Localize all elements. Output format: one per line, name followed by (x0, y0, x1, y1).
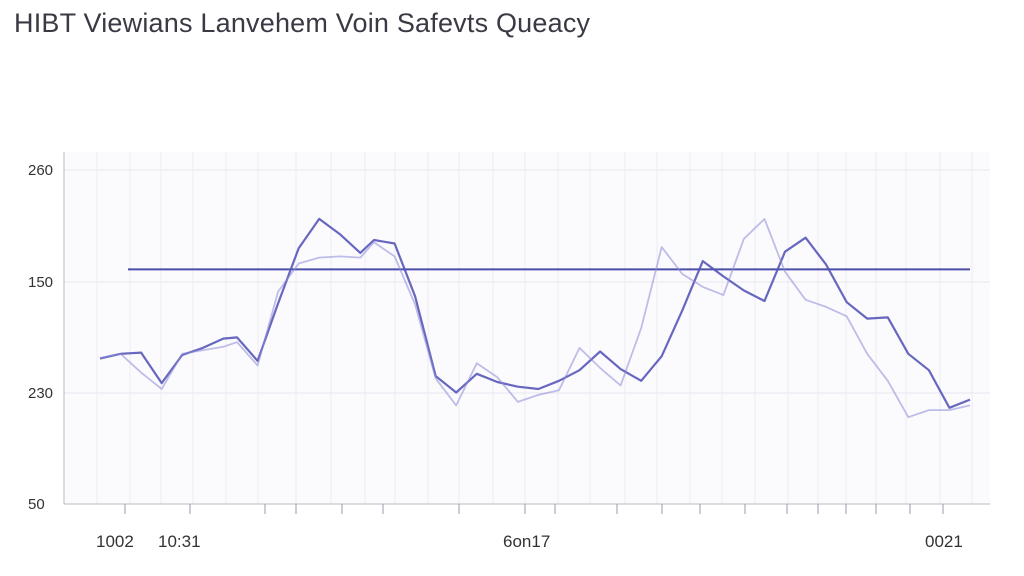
chart-title: HIBT Viewians Lanvehem Voin Safevts Quea… (14, 8, 591, 38)
y-tick-label: 150 (28, 274, 53, 291)
y-tick-label: 260 (28, 162, 53, 179)
x-tick-label: 1002 (96, 532, 134, 551)
y-axis-ticks: 260 150 230 50 (28, 162, 53, 513)
grid (64, 152, 990, 505)
x-tick-label: 6on17 (503, 532, 550, 551)
series-line-primary (99, 217, 971, 409)
x-tick-label: 10:31 (158, 532, 201, 551)
series-group (99, 217, 971, 419)
x-axis-ticks: 1002 10:31 6on17 0021 (96, 532, 963, 551)
x-tick-label: 0021 (925, 532, 963, 551)
axes (63, 152, 990, 514)
y-tick-label: 230 (28, 385, 53, 402)
series-line-secondary (99, 217, 971, 419)
y-tick-label: 50 (28, 496, 45, 513)
plot-area (64, 152, 990, 504)
